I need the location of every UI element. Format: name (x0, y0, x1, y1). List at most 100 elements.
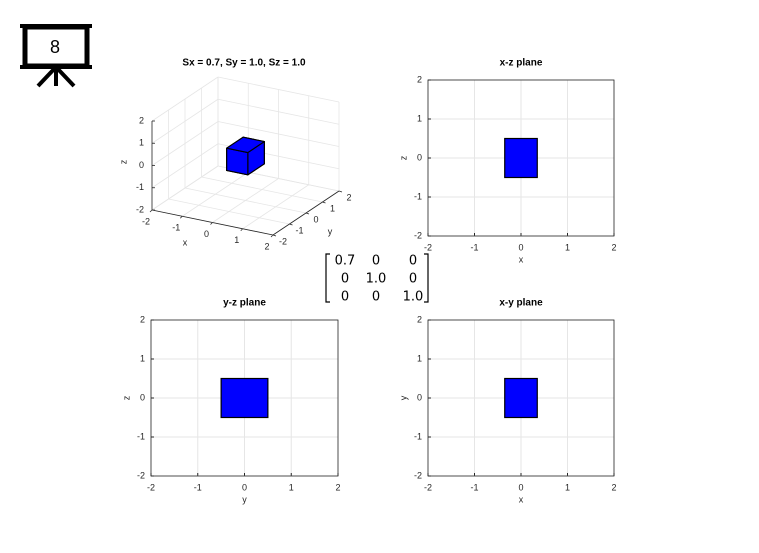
x-tick-label: 2 (611, 242, 616, 252)
grid-line (151, 121, 219, 166)
grid-line (151, 76, 219, 122)
y-axis-label: z (121, 395, 131, 400)
tick-mark (305, 212, 310, 215)
x-axis-label: y (242, 494, 247, 504)
x-tick-label: 1 (289, 482, 294, 492)
chart-title: Sx = 0.7, Sy = 1.0, Sz = 1.0 (182, 58, 306, 69)
x-tick-label: 2 (611, 482, 616, 492)
grid-line (217, 76, 340, 103)
grid-line (184, 187, 307, 214)
y-axis-label: y (328, 226, 333, 236)
y-tick-label: 1 (417, 353, 422, 363)
axis-line (151, 209, 274, 236)
grid-line (217, 98, 340, 125)
x-tick-label: -2 (147, 482, 155, 492)
x-tick-label: 0 (204, 229, 209, 239)
matrix-cell: 0 (409, 254, 417, 269)
x-tick-label: 0 (242, 482, 247, 492)
axes-box (427, 79, 615, 237)
y-tick-label: -2 (279, 236, 287, 246)
patch (504, 377, 538, 419)
x-tick-label: 1 (565, 482, 570, 492)
matrix-cell: 0 (341, 272, 349, 287)
y-tick-label: 2 (140, 314, 145, 324)
x-tick-label: 2 (264, 241, 269, 251)
x-tick-label: 2 (335, 482, 340, 492)
x-tick-label: -1 (194, 482, 202, 492)
tick-mark (338, 190, 343, 193)
y-tick-label: 0 (417, 152, 422, 162)
axis-line (272, 190, 340, 236)
slide-icon: 8 (20, 24, 92, 88)
x-tick-label: -1 (470, 482, 478, 492)
z-tick-label: 2 (139, 115, 144, 125)
x-tick-label: -2 (142, 216, 150, 226)
grid-line (151, 98, 219, 144)
x-axis-label: x (519, 254, 524, 264)
tick-mark (322, 201, 326, 204)
y-tick-label: -1 (295, 225, 303, 235)
y-tick-label: 2 (346, 192, 351, 202)
y-tick-label: -2 (414, 230, 422, 240)
y-axis-label: y (398, 395, 408, 400)
bracket (424, 253, 429, 303)
x-tick-label: 0 (518, 242, 523, 252)
x-tick-label: 0 (518, 482, 523, 492)
y-tick-label: 0 (313, 214, 318, 224)
tick-mark (272, 234, 277, 237)
stand-leg (54, 65, 76, 88)
y-tick-label: -1 (414, 431, 422, 441)
stand-leg (36, 65, 58, 88)
grid-line (217, 121, 340, 147)
bracket (325, 253, 330, 303)
x-tick-label: -2 (424, 482, 432, 492)
y-tick-label: 0 (417, 392, 422, 402)
grid-line (151, 165, 219, 211)
y-tick-label: 1 (330, 203, 335, 213)
z-tick-label: -1 (136, 182, 144, 192)
x-axis-label: x (519, 494, 524, 504)
grid-line (201, 176, 323, 203)
patch (220, 377, 269, 419)
patch (504, 137, 538, 179)
y-tick-label: -2 (414, 470, 422, 480)
y-tick-label: -1 (414, 191, 422, 201)
x-tick-label: 1 (234, 235, 239, 245)
y-tick-label: 2 (417, 314, 422, 324)
matrix-cell: 1.0 (403, 290, 424, 305)
y-tick-label: -2 (137, 470, 145, 480)
y-tick-label: 1 (417, 113, 422, 123)
z-tick-label: 1 (139, 138, 144, 148)
z-tick-label: 0 (139, 160, 144, 170)
chart-title: x-z plane (500, 58, 543, 69)
chart-title: y-z plane (223, 298, 266, 309)
tick-mark (149, 209, 153, 213)
grid-line (168, 198, 290, 225)
grid-line (151, 143, 219, 189)
z-tick-label: -2 (136, 204, 144, 214)
matrix-cell: 0 (372, 254, 380, 269)
y-tick-label: 1 (140, 353, 145, 363)
z-axis-label: z (118, 159, 128, 164)
x-tick-label: -2 (424, 242, 432, 252)
chart-title: x-y plane (499, 298, 543, 309)
slide-number: 8 (50, 37, 60, 57)
x-axis-label: x (183, 237, 188, 247)
matrix-cell: 0.7 (335, 254, 356, 269)
y-tick-label: 2 (417, 74, 422, 84)
matrix-cell: 1.0 (366, 272, 387, 287)
axes-box (150, 319, 339, 477)
axes-box (427, 319, 615, 477)
matrix-cell: 0 (372, 290, 380, 305)
x-tick-label: -1 (470, 242, 478, 252)
x-tick-label: -1 (172, 223, 180, 233)
cube-face (226, 136, 265, 154)
y-axis-label: z (398, 155, 408, 160)
y-tick-label: 0 (140, 392, 145, 402)
y-tick-label: -1 (137, 431, 145, 441)
tick-mark (289, 223, 293, 226)
x-tick-label: 1 (565, 242, 570, 252)
matrix-cell: 0 (341, 290, 349, 305)
